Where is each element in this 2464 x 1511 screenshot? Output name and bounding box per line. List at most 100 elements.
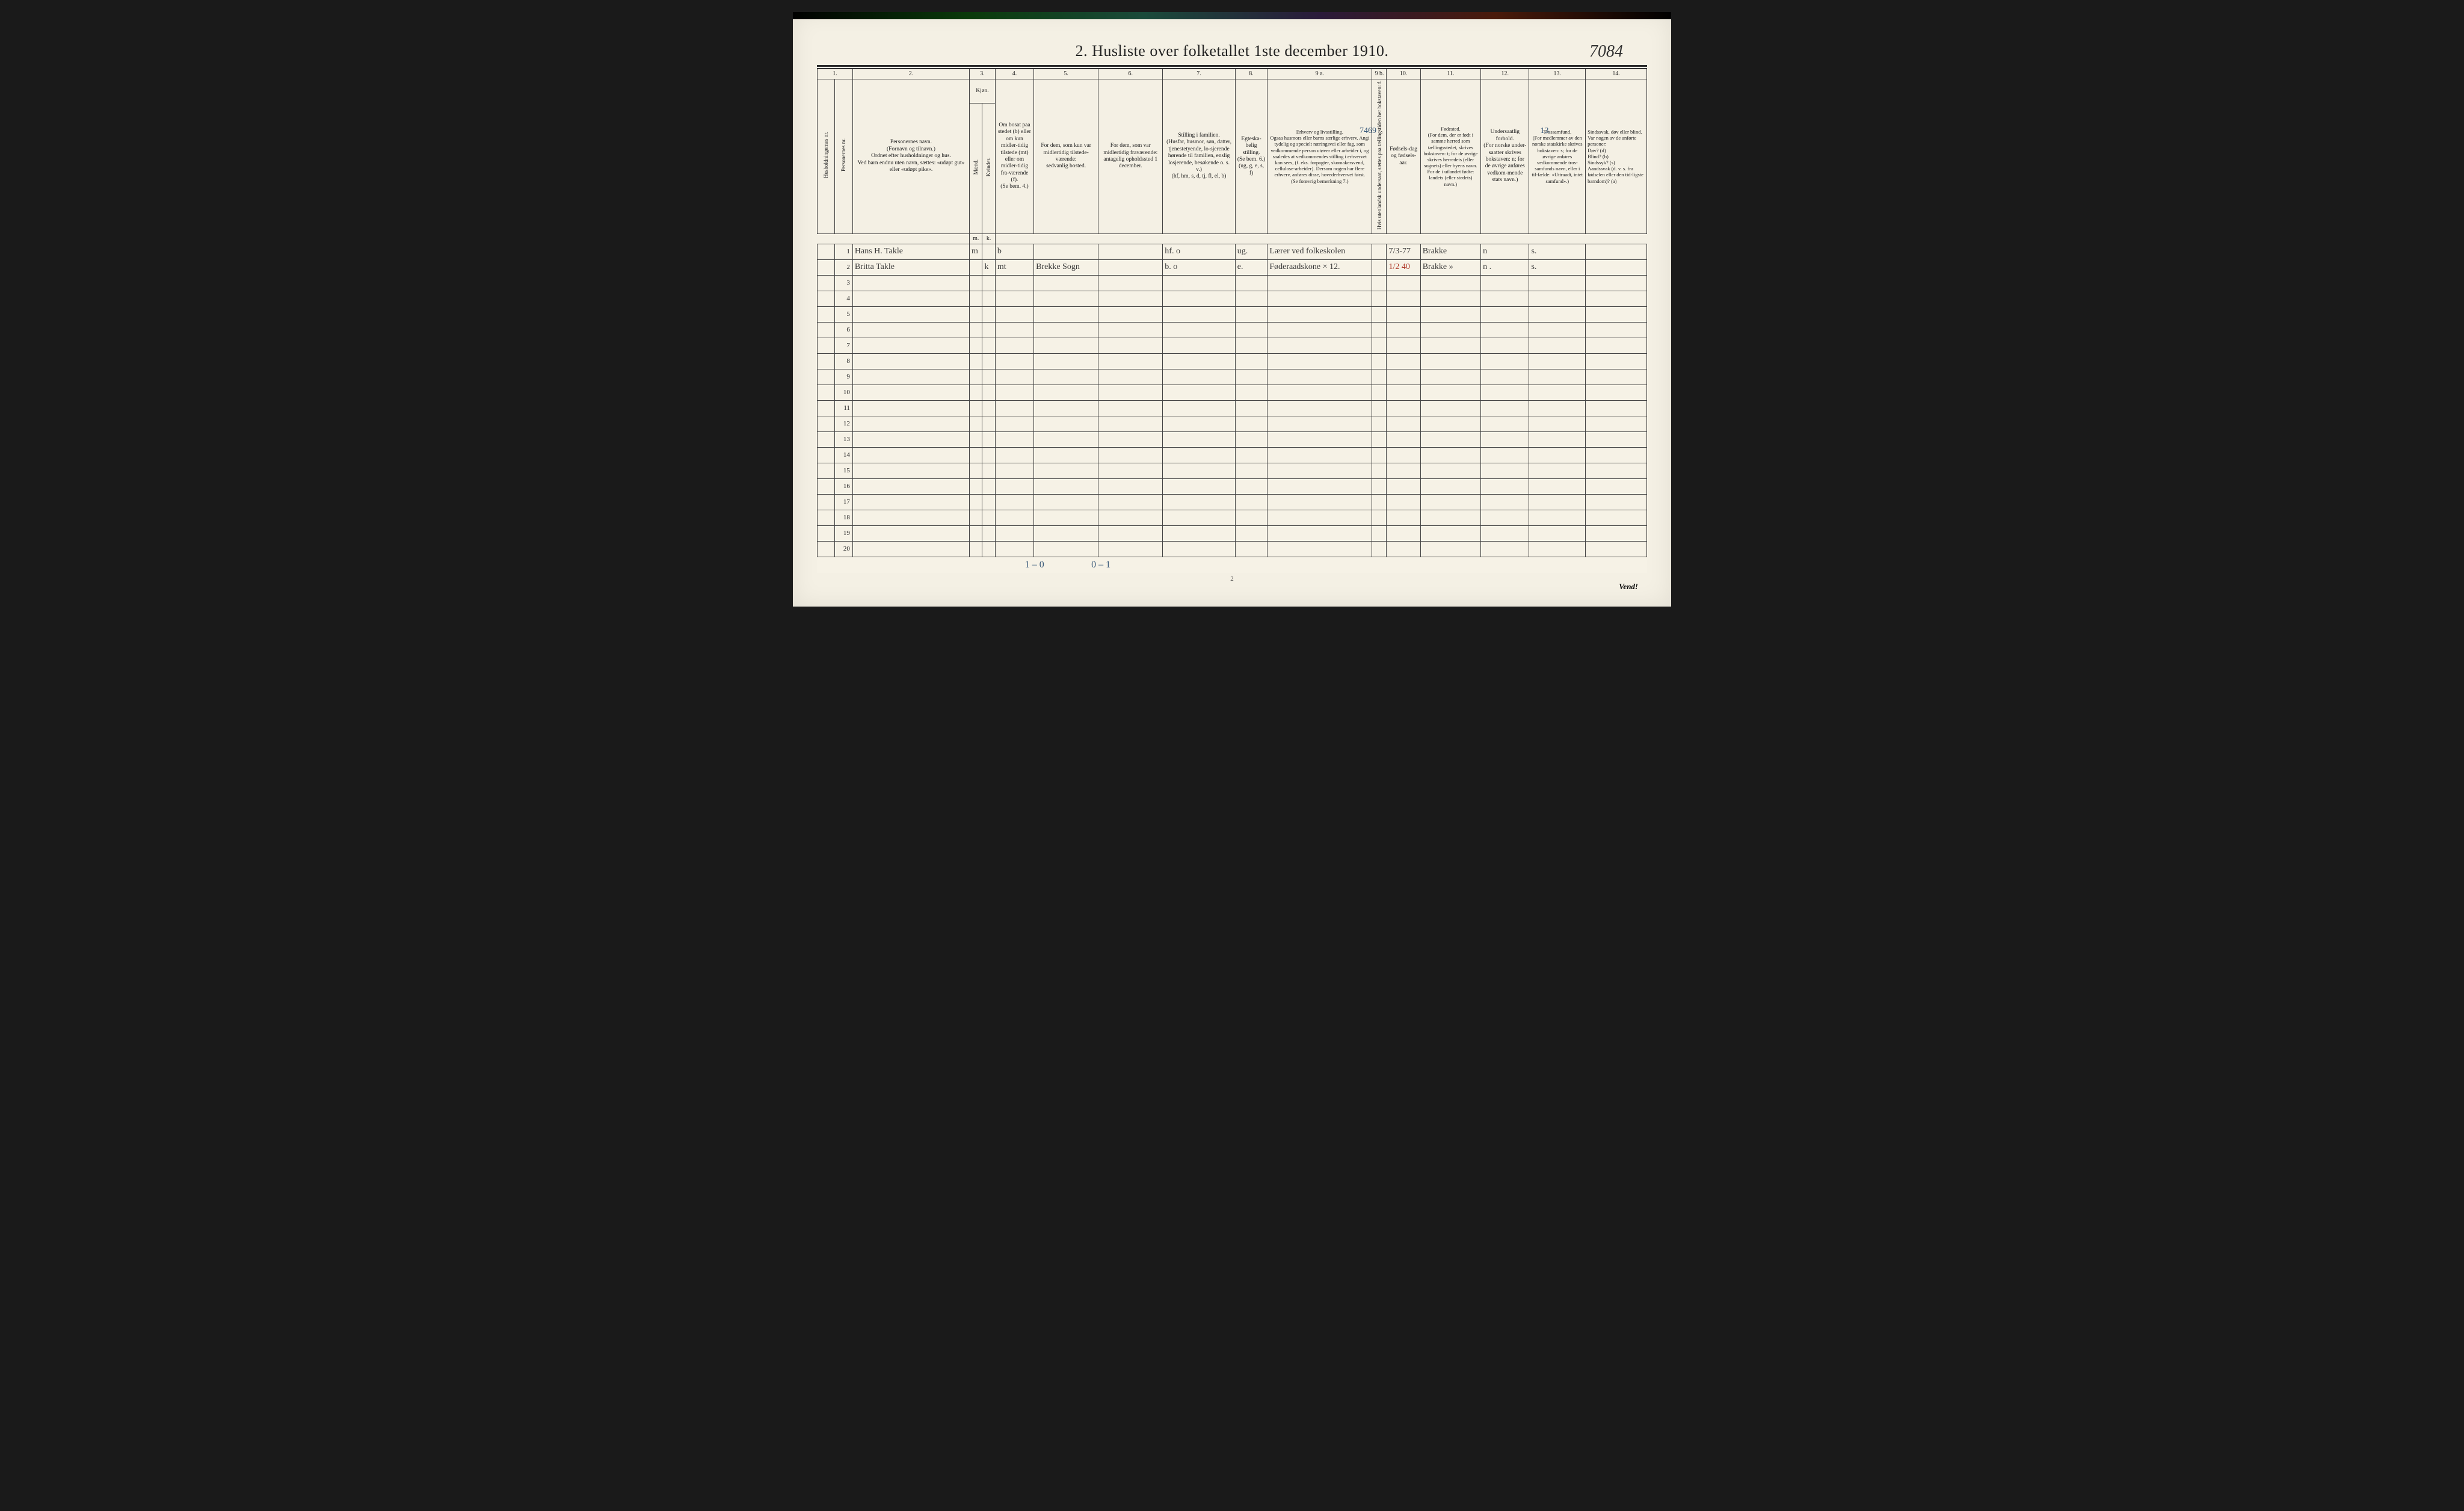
cell [1267,431,1372,447]
cell [818,463,835,478]
cell [818,385,835,400]
cell: s. [1529,244,1586,259]
cell [1267,541,1372,557]
cell [1098,306,1163,322]
cell: k [982,259,995,275]
colnum-8: 8. [1235,69,1267,79]
cell [852,478,969,494]
cell [1235,541,1267,557]
cell [1529,478,1586,494]
cell [1372,541,1387,557]
cell [982,385,995,400]
cell [1529,291,1586,306]
cell [1098,541,1163,557]
cell [1387,306,1420,322]
cell [1529,275,1586,291]
cell [818,541,835,557]
cell [1267,525,1372,541]
column-number-row: 1. 2. 3. 4. 5. 6. 7. 8. 9 a. 9 b. 10. 11… [818,69,1647,79]
colnum-4: 4. [995,69,1033,79]
cell [1372,431,1387,447]
cell [1372,478,1387,494]
cell [1235,431,1267,447]
cell [982,494,995,510]
tally-col5: 0 – 1 [1066,557,1132,573]
cell [1481,322,1529,338]
cell [982,400,995,416]
cell [1163,431,1235,447]
cell [1420,447,1480,463]
cell [1235,369,1267,385]
table-row: 8 [818,353,1647,369]
cell [1481,447,1529,463]
cell [818,338,835,353]
colnum-13: 13. [1529,69,1586,79]
cell [852,510,969,525]
header-c14: Sindssvak, døv eller blind. Var nogen av… [1586,79,1647,234]
header-c9b: Hvis utenlandsk undersaat, sættes paa tæ… [1372,79,1387,234]
census-page: 2. Husliste over folketallet 1ste decemb… [793,12,1671,607]
cell [1586,338,1647,353]
cell [1235,275,1267,291]
cell [1529,385,1586,400]
cell [1387,291,1420,306]
cell [1163,525,1235,541]
cell [982,244,995,259]
cell [1267,306,1372,322]
table-row: 14 [818,447,1647,463]
scan-edge-bar [793,12,1671,19]
cell [1387,463,1420,478]
cell [1034,353,1098,369]
cell [970,541,982,557]
margin-note-7469: 7469 [1360,126,1376,136]
cell [1034,416,1098,431]
cell [982,525,995,541]
cell [1098,291,1163,306]
cell [1420,385,1480,400]
title-row: 2. Husliste over folketallet 1ste decemb… [817,42,1647,60]
cell [1420,353,1480,369]
cell [1034,244,1098,259]
cell [1163,494,1235,510]
cell [1098,338,1163,353]
cell [1098,416,1163,431]
cell [1586,447,1647,463]
header-c10: Fødsels-dag og fødsels-aar. [1387,79,1420,234]
cell [1586,400,1647,416]
cell: 18 [835,510,852,525]
cell [1372,259,1387,275]
cell [1034,541,1098,557]
cell [1098,447,1163,463]
cell [1163,510,1235,525]
cell [1529,494,1586,510]
cell [1420,494,1480,510]
cell [1586,431,1647,447]
cell [1387,494,1420,510]
cell [1372,416,1387,431]
table-row: 13 [818,431,1647,447]
cell: Hans H. Takle [852,244,969,259]
cell [982,338,995,353]
header-kjon-m: Mænd. [970,103,982,233]
cell [970,463,982,478]
cell [1034,369,1098,385]
header-c9a: Erhverv og livsstilling. Ogsaa husmors e… [1267,79,1372,234]
cell [995,541,1033,557]
cell: n . [1481,259,1529,275]
cell [1420,291,1480,306]
cell [1235,463,1267,478]
cell: 9 [835,369,852,385]
cell [970,431,982,447]
cell [1586,353,1647,369]
cell [1163,322,1235,338]
cell [1098,431,1163,447]
cell [1586,541,1647,557]
header-c12: Undersaatlig forhold. (For norske under-… [1481,79,1529,234]
cell [1586,463,1647,478]
cell [1267,463,1372,478]
cell [818,431,835,447]
page-identifier: 7084 [1589,42,1623,61]
cell [852,416,969,431]
cell [995,494,1033,510]
cell [1163,306,1235,322]
